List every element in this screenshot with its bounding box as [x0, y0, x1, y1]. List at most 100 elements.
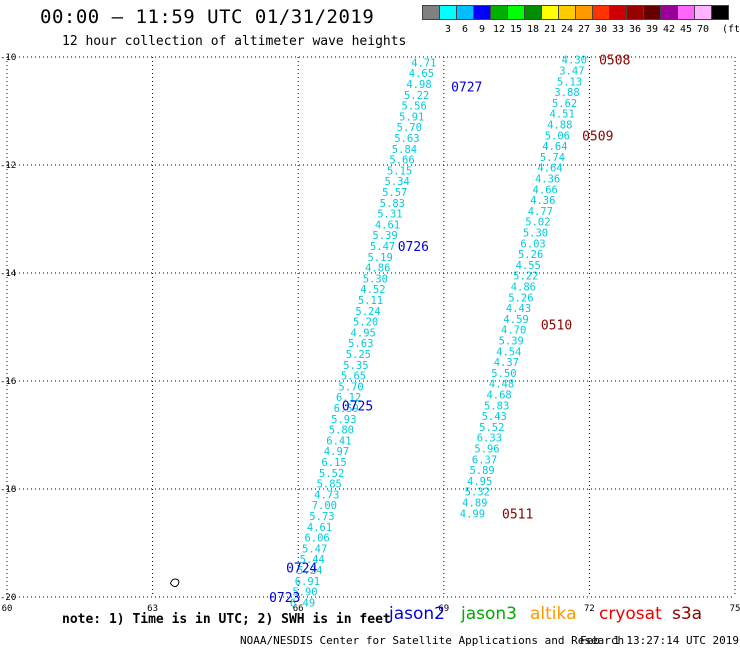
- lat-tick-label: -10: [0, 53, 16, 63]
- wave-height-value: 5.65: [341, 371, 366, 383]
- legend-label: 27: [577, 24, 591, 35]
- legend-label: 30: [594, 24, 608, 35]
- wave-height-value: 4.61: [307, 522, 332, 534]
- wave-height-value: 5.70: [338, 381, 363, 393]
- wave-height-value: 4.95: [351, 327, 376, 339]
- wave-height-value: 4.86: [365, 263, 390, 275]
- legend-label: 21: [543, 24, 557, 35]
- credit-text: NOAA/NESDIS Center for Satellite Applica…: [240, 634, 625, 647]
- wave-height-value: 4.52: [360, 284, 385, 296]
- legend-label: 70: [696, 24, 710, 35]
- wave-height-value: 4.64: [542, 141, 567, 153]
- legend-label: 12: [492, 24, 506, 35]
- wave-height-value: 3.88: [554, 87, 579, 99]
- satellite-name-altika: altika: [530, 604, 577, 624]
- legend-label: 45: [679, 24, 693, 35]
- wave-height-value: 4.48: [489, 379, 514, 391]
- lat-tick-label: -20: [0, 593, 16, 603]
- wave-height-value: 5.74: [540, 152, 565, 164]
- legend-label: 24: [560, 24, 574, 35]
- wave-height-value: 5.31: [377, 209, 402, 221]
- wave-height-value: 4.66: [533, 184, 558, 196]
- lon-tick-label: 60: [2, 604, 13, 614]
- wave-height-value: 5.73: [309, 511, 334, 523]
- lat-tick-label: -14: [0, 269, 16, 279]
- wave-height-value: 5.19: [368, 252, 393, 264]
- wave-height-value: 4.51: [550, 109, 575, 121]
- lon-tick-label: 69: [438, 604, 449, 614]
- wave-height-value: 6.03: [520, 238, 545, 250]
- wave-height-value: 5.90: [292, 587, 317, 599]
- wave-height-value: 5.34: [385, 176, 410, 188]
- wave-height-value: 5.15: [387, 165, 412, 177]
- lat-tick-label: -16: [0, 377, 16, 387]
- wave-height-value: 4.43: [506, 303, 531, 315]
- pass-time-label: 0723: [269, 591, 300, 606]
- wave-height-value: 4.64: [537, 163, 562, 175]
- wave-height-value: 4.70: [501, 325, 526, 337]
- wave-height-value: 6.49: [290, 597, 315, 609]
- wave-height-value: 5.83: [380, 198, 405, 210]
- wave-height-value: 5.39: [499, 336, 524, 348]
- wave-height-value: 5.22: [513, 271, 538, 283]
- wave-height-value: 4.89: [462, 498, 487, 510]
- wave-height-value: 5.32: [465, 487, 490, 499]
- wave-height-value: 5.43: [482, 411, 507, 423]
- wave-height-value: 5.96: [474, 444, 499, 456]
- wave-height-value: 6.59: [334, 403, 359, 415]
- lat-tick-label: -12: [0, 161, 16, 171]
- wave-height-value: 5.66: [389, 155, 414, 167]
- satellite-name-jason3: jason3: [461, 604, 517, 624]
- legend-unit: (ft): [722, 24, 740, 35]
- wave-height-value: 5.02: [525, 217, 550, 229]
- lon-tick-label: 72: [584, 604, 595, 614]
- pass-time-label: 0725: [342, 399, 373, 414]
- legend-label: 42: [662, 24, 676, 35]
- legend-label: 15: [509, 24, 523, 35]
- satellite-name-cryosat: cryosat: [599, 604, 662, 624]
- wave-height-value: 5.25: [346, 349, 371, 361]
- wave-height-value: 6.15: [321, 457, 346, 469]
- map-title: 00:00 – 11:59 UTC 01/31/2019: [40, 6, 375, 28]
- lat-tick-label: -18: [0, 485, 16, 495]
- map-subtitle: 12 hour collection of altimeter wave hei…: [62, 34, 407, 49]
- timestamp-text: Feb 1 13:27:14 UTC 2019: [580, 634, 739, 647]
- satellite-name-s3a: s3a: [672, 604, 703, 624]
- legend-label: 6: [461, 24, 469, 35]
- wave-height-value: 4.73: [314, 489, 339, 501]
- lon-tick-label: 75: [730, 604, 740, 614]
- wave-height-value: 4.55: [516, 260, 541, 272]
- wave-height-value: 5.91: [399, 111, 424, 123]
- wave-height-value: 4.99: [460, 508, 485, 520]
- wave-height-value: 5.63: [348, 338, 373, 350]
- wave-height-value: 4.77: [528, 206, 553, 218]
- pass-time-label: 0508: [599, 54, 630, 69]
- pass-time-label: 0511: [502, 507, 533, 522]
- wave-height-value: 5.56: [402, 101, 427, 113]
- wave-height-value: 5.63: [394, 133, 419, 145]
- wave-height-value: 4.86: [511, 282, 536, 294]
- wave-height-value: 4.65: [409, 68, 434, 80]
- wave-height-value: 4.59: [503, 314, 528, 326]
- lon-tick-label: 63: [147, 604, 158, 614]
- wave-height-value: 4.36: [530, 195, 555, 207]
- legend-label: 33: [611, 24, 625, 35]
- wave-height-value: 5.50: [491, 368, 516, 380]
- wave-height-value: 7.00: [312, 500, 337, 512]
- wave-height-value: 4.36: [535, 174, 560, 186]
- wave-height-value: 5.39: [372, 230, 397, 242]
- legend-swatch: [711, 5, 729, 20]
- satellite-name-jason2: jason2: [389, 604, 445, 624]
- wave-height-value: 4.71: [411, 57, 436, 69]
- wave-height-value: 6.41: [326, 435, 351, 447]
- wave-height-value: 5.26: [508, 292, 533, 304]
- wave-height-value: 5.85: [317, 479, 342, 491]
- pass-time-label: 0727: [451, 81, 482, 96]
- pass-time-label: 0509: [582, 129, 613, 144]
- wave-height-value: 4.88: [547, 120, 572, 132]
- wave-height-value: 4.98: [406, 79, 431, 91]
- wave-height-value: 5.52: [479, 422, 504, 434]
- legend-label: 39: [645, 24, 659, 35]
- wave-height-value: 5.47: [302, 543, 327, 555]
- legend-label: 18: [526, 24, 540, 35]
